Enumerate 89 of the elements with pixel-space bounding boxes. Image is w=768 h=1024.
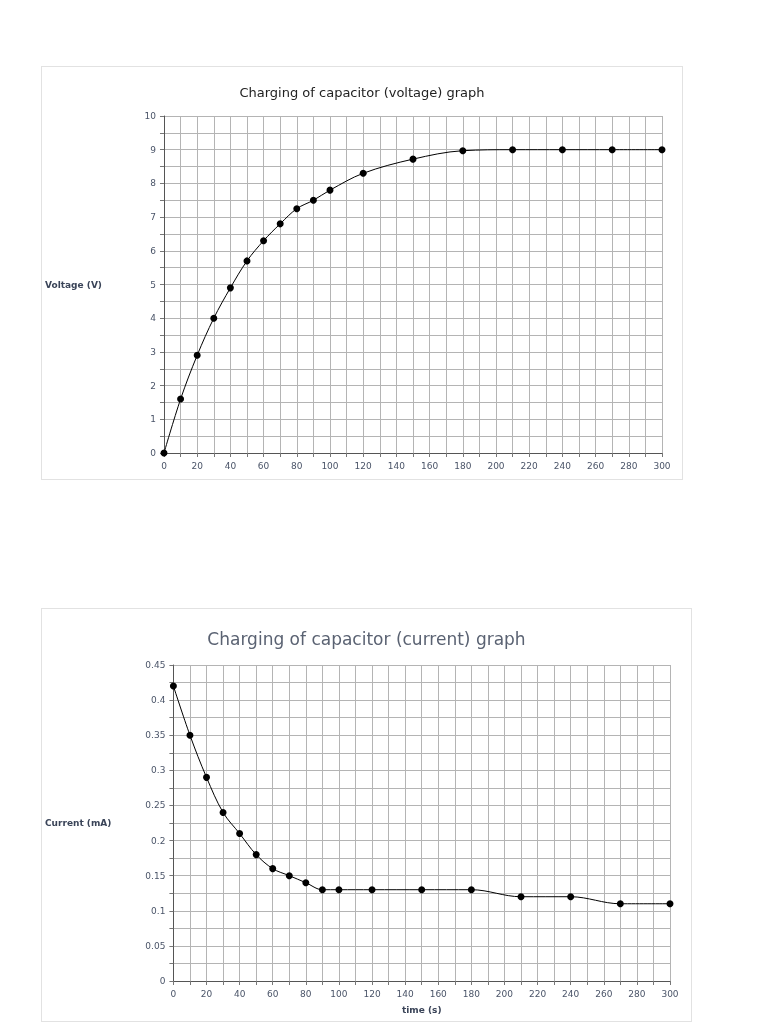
x-tick-label: 240	[562, 988, 580, 999]
y-axis-title: Voltage (V)	[44, 279, 102, 290]
y-tick-label: 10	[144, 111, 157, 121]
point	[318, 886, 326, 894]
point	[302, 879, 310, 887]
point	[335, 886, 343, 894]
y-tick-label: 0.35	[145, 730, 166, 741]
point	[276, 220, 284, 228]
x-tick-label: 220	[528, 988, 547, 999]
x-tick-label: 180	[462, 988, 481, 999]
x-tick-label: 0	[170, 988, 177, 999]
y-tick-label: 0.3	[151, 765, 166, 776]
y-tick-label: 1	[150, 414, 156, 425]
x-tick-label: 160	[421, 460, 439, 471]
y-tick-label: 0.05	[145, 940, 166, 951]
point	[517, 893, 525, 901]
x-tick-label: 40	[233, 988, 246, 999]
point	[509, 146, 517, 154]
x-tick-label: 20	[191, 460, 204, 471]
point	[293, 205, 301, 213]
y-tick-label: 9	[150, 144, 157, 155]
x-tick-label: 20	[200, 988, 213, 999]
y-tick-label: 0.25	[145, 800, 166, 811]
x-tick-label: 260	[587, 460, 605, 471]
y-tick-label: 3	[150, 346, 156, 357]
x-axis-title: time (s)	[401, 1004, 442, 1015]
point	[616, 900, 624, 908]
point	[219, 808, 227, 816]
y-tick-label: 0.45	[145, 660, 166, 670]
chart-title: Charging of capacitor (current) graph	[207, 628, 526, 649]
y-tick-label: 2	[150, 380, 156, 391]
point	[567, 893, 575, 901]
y-tick-label: 0	[150, 448, 157, 458]
point	[193, 351, 201, 359]
point	[186, 731, 194, 739]
y-tick-label: 6	[150, 245, 157, 256]
x-tick-label: 280	[628, 988, 646, 999]
point	[226, 284, 234, 292]
point	[252, 851, 260, 859]
x-tick-label: 140	[396, 988, 415, 999]
x-tick-label: 300	[653, 460, 671, 471]
point	[467, 886, 475, 894]
point	[177, 395, 185, 403]
x-tick-label: 200	[495, 988, 514, 999]
point	[260, 237, 268, 245]
x-tick-label: 300	[661, 988, 679, 999]
y-tick-label: 0.15	[145, 870, 166, 881]
x-tick-label: 180	[454, 460, 472, 471]
x-tick-label: 160	[429, 988, 448, 999]
point	[269, 865, 277, 873]
y-axis-title: Current (mA)	[45, 818, 112, 828]
point	[210, 314, 218, 322]
y-tick-label: 8	[150, 178, 157, 189]
y-tick-label: 7	[150, 212, 156, 223]
point	[169, 682, 177, 690]
y-tick-label: 0.1	[151, 905, 166, 916]
point	[309, 196, 317, 204]
x-tick-label: 100	[321, 460, 339, 471]
point	[368, 886, 376, 894]
point	[285, 872, 293, 880]
point	[558, 146, 566, 154]
y-tick-label: 0	[159, 976, 166, 986]
point	[608, 146, 616, 154]
x-tick-label: 120	[354, 460, 373, 471]
x-tick-label: 100	[330, 988, 348, 999]
x-tick-label: 140	[387, 460, 406, 471]
point	[418, 886, 426, 894]
x-tick-label: 120	[363, 988, 381, 999]
x-tick-label: 200	[487, 460, 505, 471]
x-tick-label: 280	[620, 460, 638, 471]
chart-title: Charging of capacitor (voltage) graph	[239, 85, 485, 100]
point	[666, 900, 674, 908]
y-tick-label: 0.4	[151, 695, 166, 706]
point	[658, 146, 666, 154]
x-tick-label: 80	[300, 988, 312, 999]
x-tick-label: 60	[267, 988, 279, 999]
point	[459, 147, 467, 155]
point	[236, 830, 244, 838]
point	[359, 169, 367, 177]
y-tick-label: 0.2	[151, 835, 166, 846]
x-tick-label: 60	[257, 460, 270, 471]
y-tick-label: 5	[150, 279, 156, 290]
x-tick-label: 240	[553, 460, 572, 471]
point	[203, 773, 211, 781]
x-tick-label: 220	[520, 460, 539, 471]
x-tick-label: 40	[224, 460, 237, 471]
x-tick-label: 80	[291, 460, 303, 471]
y-tick-label: 4	[150, 313, 157, 324]
x-tick-label: 260	[595, 988, 613, 999]
